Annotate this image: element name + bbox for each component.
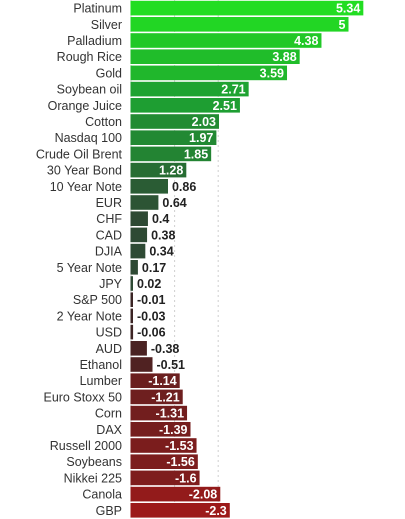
category-label: Soybean oil	[57, 83, 122, 97]
value-label: 5	[339, 18, 346, 32]
category-label: 2 Year Note	[57, 309, 122, 323]
bar	[130, 260, 138, 275]
value-label: 0.02	[137, 277, 161, 291]
category-label: Crude Oil Brent	[36, 147, 123, 161]
category-label: Lumber	[80, 374, 122, 388]
bar	[130, 292, 133, 307]
value-label: -0.38	[151, 342, 180, 356]
value-label: -1.39	[159, 423, 188, 437]
bar	[130, 486, 221, 502]
value-label: 1.28	[159, 164, 183, 178]
category-label: Euro Stoxx 50	[43, 390, 122, 404]
value-label: 2.03	[192, 115, 216, 129]
bar	[130, 422, 191, 437]
bar	[130, 195, 159, 210]
category-label: DAX	[96, 423, 122, 437]
category-label: Canola	[82, 488, 122, 502]
category-label: Rough Rice	[57, 50, 122, 64]
bar	[130, 33, 322, 48]
value-label: 0.34	[149, 245, 173, 259]
value-label: 0.64	[162, 196, 186, 210]
bar	[130, 227, 148, 243]
value-label: -2.3	[205, 504, 227, 518]
bar	[130, 211, 148, 226]
value-label: 2.71	[221, 83, 245, 97]
value-label: 3.88	[272, 50, 296, 64]
bar	[130, 373, 180, 388]
value-label: -1.56	[166, 455, 195, 469]
category-label: Ethanol	[80, 358, 122, 372]
category-label: Corn	[95, 407, 122, 421]
category-label: Soybeans	[66, 455, 122, 469]
value-label: 5.34	[336, 2, 360, 16]
category-label: Nasdaq 100	[55, 131, 122, 145]
category-label: Russell 2000	[50, 439, 122, 453]
category-label: DJIA	[95, 245, 123, 259]
category-label: Cotton	[85, 115, 122, 129]
bar	[130, 243, 146, 259]
value-label: -0.01	[137, 293, 166, 307]
bar	[130, 341, 147, 356]
bar	[130, 0, 364, 16]
bar	[130, 276, 133, 291]
bar	[130, 438, 197, 453]
category-label: 10 Year Note	[50, 180, 122, 194]
bar	[130, 324, 134, 340]
category-label: AUD	[96, 342, 122, 356]
bar	[130, 81, 249, 97]
bar	[130, 503, 230, 518]
category-label: Orange Juice	[48, 99, 122, 113]
value-label: -1.6	[175, 471, 197, 485]
category-label: Palladium	[67, 34, 122, 48]
category-label: Silver	[91, 18, 122, 32]
value-label: 0.38	[151, 228, 175, 242]
bar	[130, 357, 153, 372]
category-label: 30 Year Bond	[47, 164, 122, 178]
bar	[130, 98, 240, 113]
bar	[130, 405, 188, 421]
category-label: S&P 500	[73, 293, 122, 307]
value-label: 0.17	[142, 261, 166, 275]
value-label: 0.86	[172, 180, 196, 194]
category-label: CHF	[96, 212, 122, 226]
value-label: 1.85	[184, 147, 208, 161]
bar	[130, 146, 212, 162]
category-label: USD	[96, 326, 122, 340]
category-label: 5 Year Note	[57, 261, 122, 275]
bar	[130, 130, 217, 145]
category-label: Nikkei 225	[64, 471, 122, 485]
value-label: -1.14	[148, 374, 177, 388]
value-label: 1.97	[189, 131, 213, 145]
bar	[130, 389, 183, 405]
bar	[130, 162, 187, 178]
value-label: 4.38	[294, 34, 318, 48]
bar	[130, 65, 288, 81]
value-label: -1.53	[165, 439, 194, 453]
bar-layer: Platinum 5.34 Silver 5 Palladium 4.38 Rough Ri…	[36, 0, 364, 518]
bar	[130, 308, 133, 324]
category-label: Platinum	[73, 2, 122, 16]
category-label: JPY	[99, 277, 123, 291]
value-label: 2.51	[213, 99, 237, 113]
bar	[130, 49, 300, 64]
value-label: 3.59	[260, 66, 284, 80]
category-label: GBP	[96, 504, 122, 518]
value-label: -0.03	[137, 309, 166, 323]
value-label: -1.31	[156, 407, 185, 421]
category-label: EUR	[96, 196, 122, 210]
category-label: Gold	[96, 66, 122, 80]
bar	[130, 454, 198, 469]
value-label: -0.06	[137, 326, 166, 340]
value-label: 0.4	[152, 212, 169, 226]
value-label: -1.21	[151, 390, 180, 404]
bar	[130, 17, 349, 32]
bar	[130, 179, 168, 194]
category-label: CAD	[96, 228, 122, 242]
bar	[130, 114, 220, 129]
value-label: -2.08	[189, 488, 218, 502]
value-label: -0.51	[157, 358, 186, 372]
bar	[130, 470, 200, 486]
